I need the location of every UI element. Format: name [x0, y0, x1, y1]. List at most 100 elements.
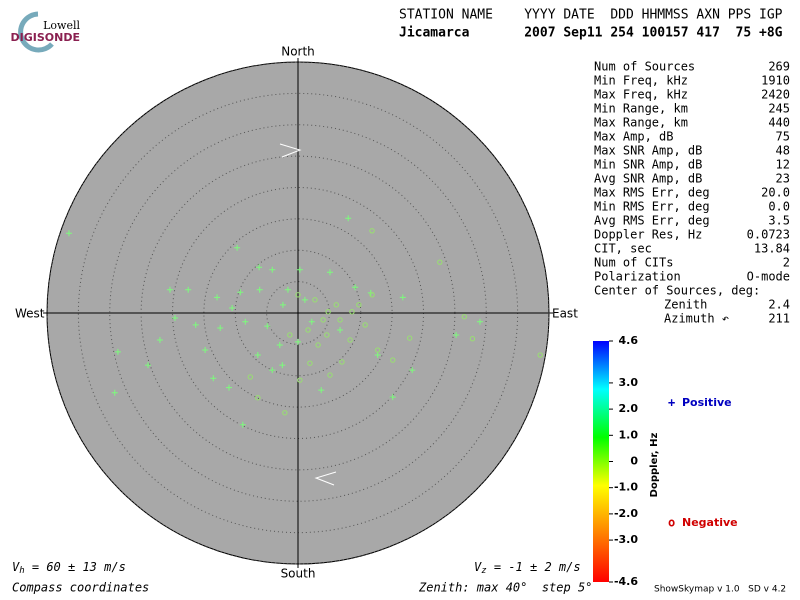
stat-label: Min Range, km: [594, 102, 688, 116]
source-point: [369, 292, 375, 298]
source-point: [437, 259, 443, 265]
stat-label: Zenith: [664, 298, 707, 312]
stat-value: 0.0: [768, 200, 790, 214]
source-point: [254, 352, 261, 359]
source-point: [337, 326, 344, 333]
stat-label: Max Freq, kHz: [594, 88, 688, 102]
source-point: [202, 347, 209, 354]
source-point: [264, 323, 271, 330]
source-point: [347, 337, 353, 343]
colorbar-tick-label: 3.0: [619, 376, 639, 389]
stat-label: CIT, sec: [594, 242, 652, 256]
stat-value: 48: [776, 144, 790, 158]
stat-value: O-mode: [747, 270, 790, 284]
source-point: [247, 374, 254, 380]
legend-marker: o: [668, 516, 675, 530]
source-point: [255, 395, 261, 401]
stat-label: Min Freq, kHz: [594, 74, 688, 88]
source-point: [172, 315, 179, 322]
source-point: [156, 336, 163, 343]
source-point: [469, 336, 476, 342]
source-point: [279, 301, 286, 308]
legend-marker: +: [668, 396, 675, 410]
colorbar-tick-label: 4.6: [619, 334, 639, 347]
source-point: [166, 286, 173, 293]
source-point: [339, 359, 345, 365]
direction: South: [281, 567, 316, 581]
logo-text: Lowell: [43, 19, 80, 32]
colorbar-tick-label: 0: [630, 455, 638, 468]
zenith-text: Zenith: max 40° step 5°: [418, 581, 592, 595]
source-point: [453, 331, 460, 338]
colorbar: [593, 341, 609, 582]
source-point: [295, 338, 301, 345]
direction: East: [552, 307, 578, 321]
source-point: [242, 318, 249, 325]
source-point: [234, 244, 241, 251]
stat-value: 440: [768, 116, 790, 130]
source-point: [345, 215, 352, 222]
source-point: [256, 286, 263, 293]
colorbar-tick-label: -3.0: [614, 533, 638, 546]
colorbar-tick-label: -1.0: [614, 481, 638, 494]
stat-label: Max Range, km: [594, 116, 688, 130]
source-point: [301, 296, 308, 303]
stat-value: 1910: [761, 74, 790, 88]
stat-label: Avg SNR Amp, dB: [594, 172, 702, 186]
source-point: [356, 302, 362, 308]
source-point: [297, 377, 303, 383]
source-point: [114, 348, 121, 355]
version-text: ShowSkymap v 1.0 SD v 4.2: [654, 585, 786, 595]
source-point: [352, 284, 359, 291]
direction: West: [15, 307, 45, 321]
source-point: [239, 421, 246, 428]
direction-marks: [279, 143, 337, 486]
source-point: [349, 309, 355, 315]
source-point: [461, 314, 467, 320]
logo-swoosh: [18, 11, 54, 53]
source-point: [327, 372, 333, 378]
source-point: [320, 317, 326, 323]
source-point: [111, 389, 118, 396]
stat-value: 20.0: [761, 186, 790, 200]
source-point: [399, 294, 406, 301]
colorbar-tick-label: 1.0: [619, 428, 639, 441]
source-point: [537, 352, 543, 358]
colorbar-label: Doppler, Hz: [649, 433, 660, 498]
stat-value: 0.0723: [747, 228, 790, 242]
source-point: [476, 318, 483, 325]
stat-label: Num of Sources: [594, 60, 695, 74]
source-point: [409, 367, 416, 374]
logo-text: DIGISONDE: [11, 31, 80, 44]
source-point: [269, 367, 276, 374]
legend-label: Positive: [682, 396, 732, 409]
source-point: [327, 269, 334, 276]
header-labels: STATION NAME YYYY DATE DDD HHMMSS AXN PP…: [399, 8, 783, 23]
source-point: [269, 266, 276, 273]
source-point: [256, 264, 263, 271]
source-point: [325, 309, 331, 315]
stat-value: 211: [768, 312, 790, 326]
stat-section: Center of Sources, deg:: [594, 284, 760, 298]
source-point: [390, 357, 396, 363]
source-point: [307, 360, 313, 366]
source-point: [279, 362, 286, 369]
stat-label: Min RMS Err, deg: [594, 200, 710, 214]
stat-value: 2: [783, 256, 790, 270]
vz-text: Vz = -1 ± 2 m/s: [474, 560, 581, 576]
source-point: [217, 325, 224, 332]
source-point: [237, 289, 244, 296]
stat-label: Num of CITs: [594, 256, 673, 270]
source-point: [362, 322, 368, 328]
stat-value: 269: [768, 60, 790, 74]
source-point: [337, 317, 343, 323]
stat-value: 13.84: [754, 242, 790, 256]
source-point: [369, 228, 375, 234]
source-point: [192, 321, 199, 328]
colorbar-tick-label: -2.0: [614, 507, 638, 520]
source-point: [287, 332, 293, 338]
source-point: [374, 352, 381, 359]
source-point: [65, 230, 72, 237]
source-point: [295, 292, 301, 298]
